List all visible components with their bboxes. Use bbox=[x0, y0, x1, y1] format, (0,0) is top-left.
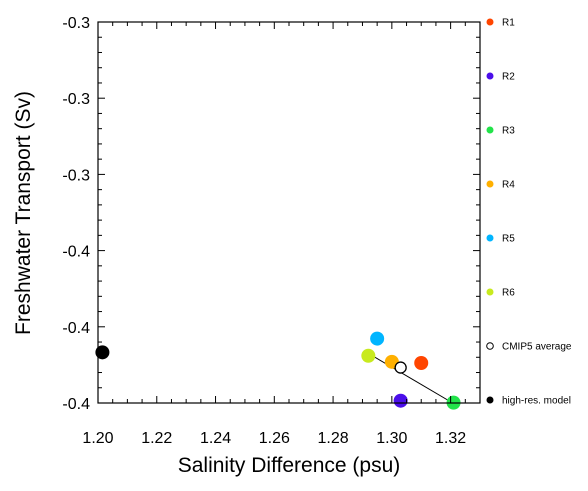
point-r1 bbox=[414, 355, 429, 370]
y-tick-label: -0.3 bbox=[62, 167, 90, 184]
legend-marker-r5 bbox=[486, 234, 494, 242]
point-high-res-model bbox=[95, 345, 110, 360]
legend-marker-r2 bbox=[486, 72, 494, 80]
x-tick-label: 1.22 bbox=[141, 430, 172, 447]
legend-label-cmip5-average: CMIP5 average bbox=[502, 342, 572, 353]
tick-labels-layer: 1.20 1.22 1.24 1.26 1.28 1.30 1.32 -0.3 -0.3 -0.3… bbox=[62, 15, 466, 447]
legend-label-r1: R1 bbox=[502, 18, 515, 29]
x-tick-label: 1.24 bbox=[200, 430, 231, 447]
point-cmip5-average bbox=[394, 361, 407, 374]
regression-line bbox=[369, 353, 453, 404]
points-layer bbox=[95, 331, 461, 410]
y-axis-title: Freshwater Transport (Sv) bbox=[12, 91, 35, 335]
legend-marker-high-res-model bbox=[486, 396, 494, 404]
fit-line-layer bbox=[369, 353, 453, 404]
legend-label-r5: R5 bbox=[502, 234, 515, 245]
x-tick-label: 1.20 bbox=[82, 430, 113, 447]
x-axis-title: Salinity Difference (psu) bbox=[178, 454, 401, 477]
y-tick-label: -0.4 bbox=[62, 396, 90, 413]
legend-marker-r4 bbox=[486, 180, 494, 188]
legend-label-r4: R4 bbox=[502, 180, 515, 191]
legend-label-r3: R3 bbox=[502, 126, 515, 137]
legend-marker-r3 bbox=[486, 126, 494, 134]
point-r6 bbox=[361, 348, 376, 363]
legend-label-r6: R6 bbox=[502, 288, 515, 299]
x-tick-label: 1.28 bbox=[318, 430, 349, 447]
y-tick-label: -0.4 bbox=[62, 244, 90, 261]
legend-marker-r6 bbox=[486, 288, 494, 296]
y-tick-label: -0.4 bbox=[62, 320, 90, 337]
legend-label-high-res-model: high-res. model bbox=[502, 396, 571, 407]
legend-marker-r1 bbox=[486, 18, 494, 26]
legend: R1 R2 R3 R4 R5 R6 CMIP5 average high-res. model bbox=[486, 18, 572, 407]
legend-marker-cmip5-average bbox=[486, 342, 494, 350]
x-tick-label: 1.26 bbox=[259, 430, 290, 447]
y-tick-label: -0.3 bbox=[62, 15, 90, 32]
point-r5 bbox=[370, 331, 385, 346]
axes-layer bbox=[97, 21, 481, 404]
legend-label-r2: R2 bbox=[502, 72, 515, 83]
plot-frame bbox=[97, 21, 481, 404]
x-tick-label: 1.30 bbox=[376, 430, 407, 447]
x-tick-label: 1.32 bbox=[435, 430, 466, 447]
point-r2 bbox=[393, 393, 408, 408]
y-tick-label: -0.3 bbox=[62, 91, 90, 108]
